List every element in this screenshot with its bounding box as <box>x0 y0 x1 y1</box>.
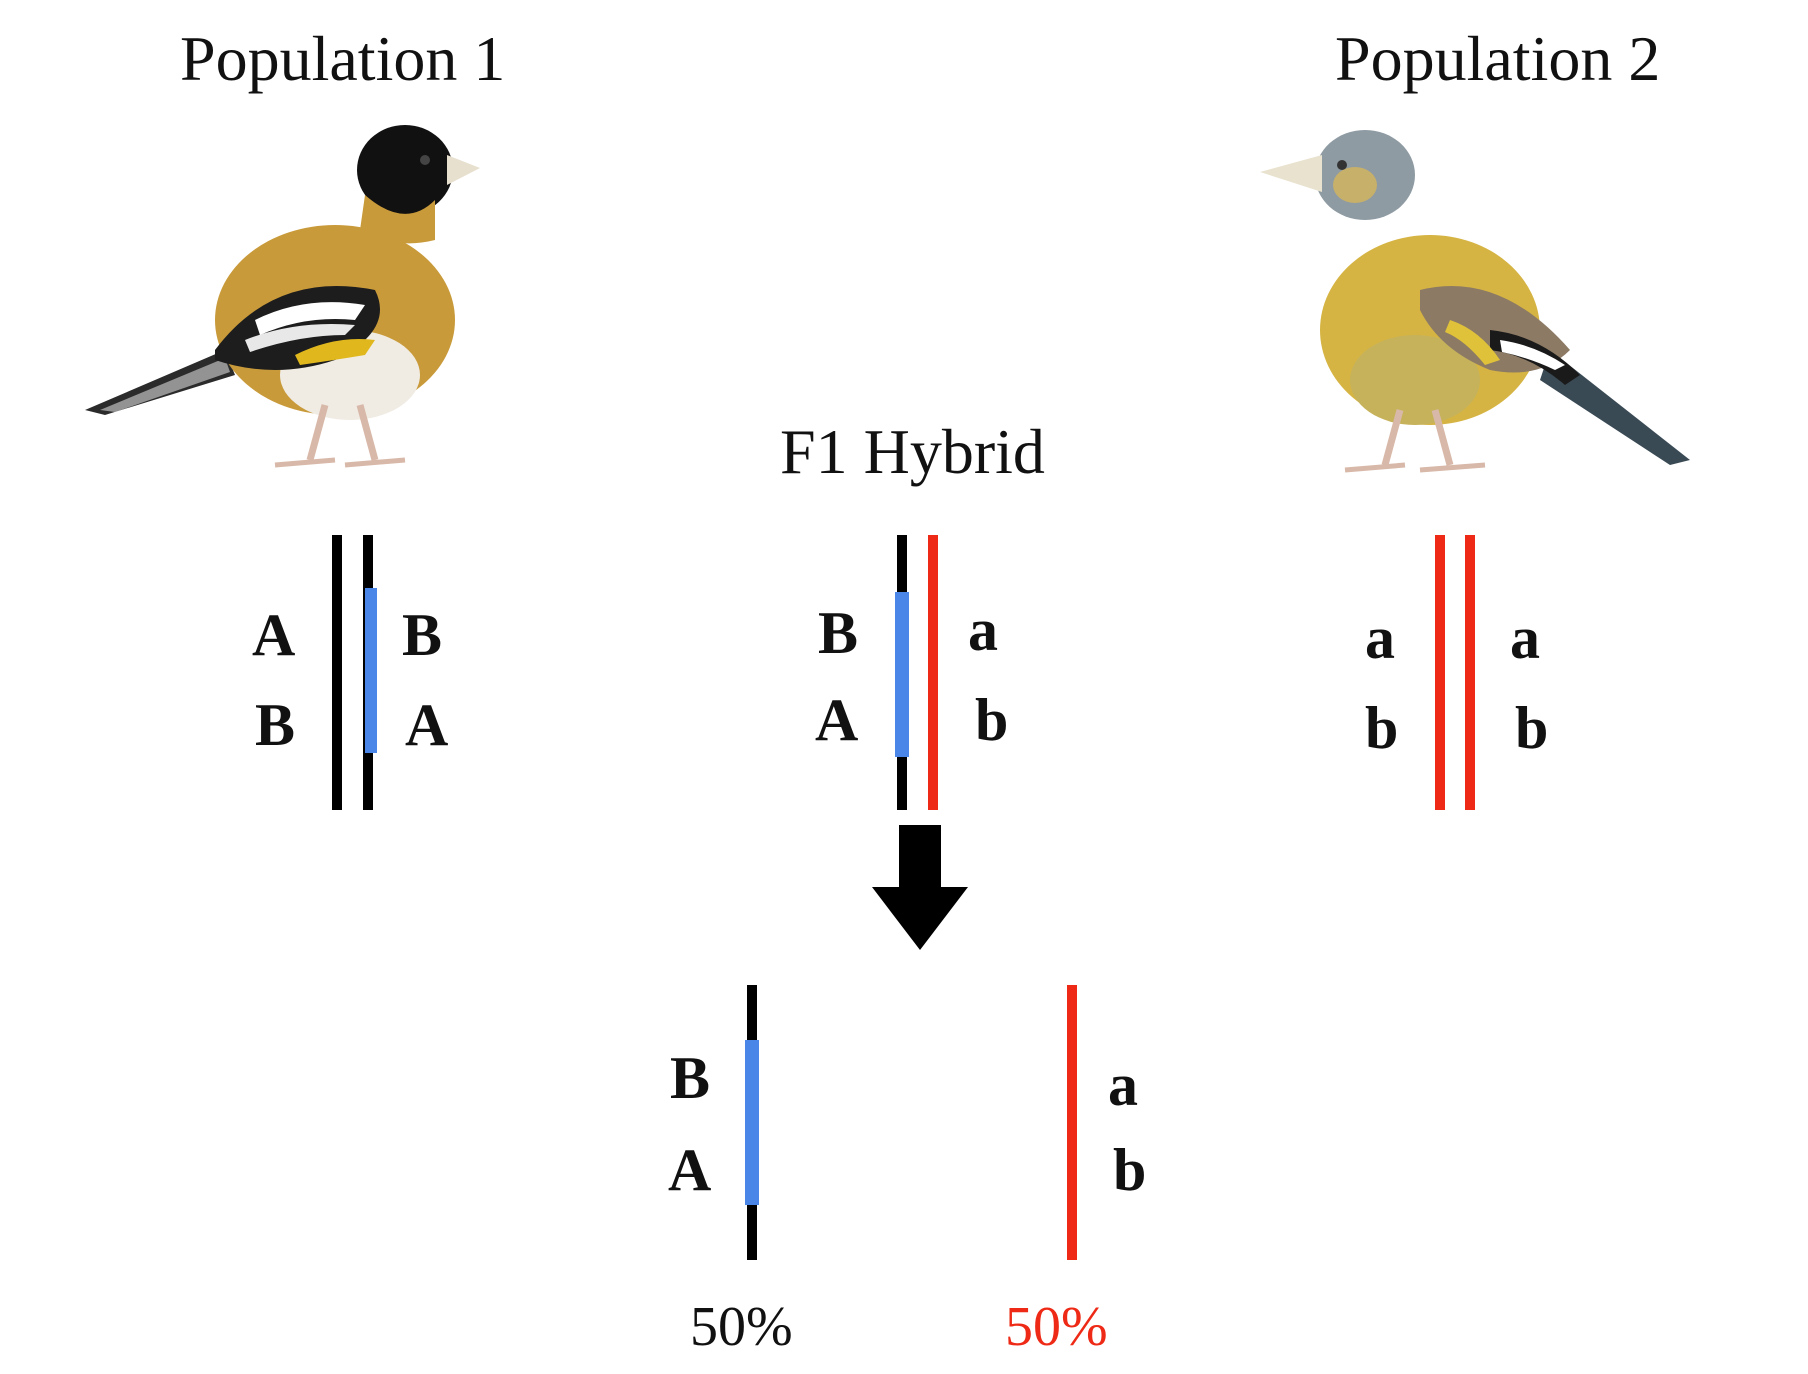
f1-hybrid-title: F1 Hybrid <box>780 416 1045 487</box>
gamete-right-chromosome <box>1067 985 1077 1260</box>
gamete-left-percent: 50% <box>690 1296 793 1358</box>
population-2-bird-image <box>1260 130 1690 473</box>
population-2-allele-right-1: a <box>1510 605 1540 671</box>
f1-inversion-segment <box>895 592 909 757</box>
f1-allele-right-1: a <box>968 597 998 663</box>
f1-allele-left-1: B <box>818 600 859 666</box>
population-1-title: Population 1 <box>180 23 506 94</box>
gamete-right-percent: 50% <box>1005 1296 1108 1358</box>
population-2-allele-right-2: b <box>1515 695 1549 761</box>
population-1-chromosome-left <box>332 535 342 810</box>
gamete-left-allele-1: B <box>670 1045 711 1111</box>
gamete-right-allele-2: b <box>1113 1137 1147 1203</box>
population-1-allele-left-1: A <box>252 602 296 668</box>
gamete-right-allele-1: a <box>1108 1052 1138 1118</box>
population-2-allele-left-2: b <box>1365 695 1399 761</box>
f1-chromosome-right <box>928 535 938 810</box>
population-2-chromosome-left <box>1435 535 1445 810</box>
gamete-left-allele-2: A <box>668 1137 712 1203</box>
gamete-left-inversion-segment <box>745 1040 759 1205</box>
down-arrow-icon <box>872 825 968 950</box>
population-2-title: Population 2 <box>1335 23 1661 94</box>
population-2-allele-left-1: a <box>1365 605 1395 671</box>
f1-allele-left-2: A <box>815 687 859 753</box>
population-1-bird-image <box>85 125 480 468</box>
population-1-allele-left-2: B <box>255 692 296 758</box>
population-2-chromosome-right <box>1465 535 1475 810</box>
population-1-allele-right-2: A <box>405 692 449 758</box>
f1-allele-right-2: b <box>975 687 1009 753</box>
population-1-inversion-segment <box>365 588 377 753</box>
population-1-allele-right-1: B <box>402 602 443 668</box>
